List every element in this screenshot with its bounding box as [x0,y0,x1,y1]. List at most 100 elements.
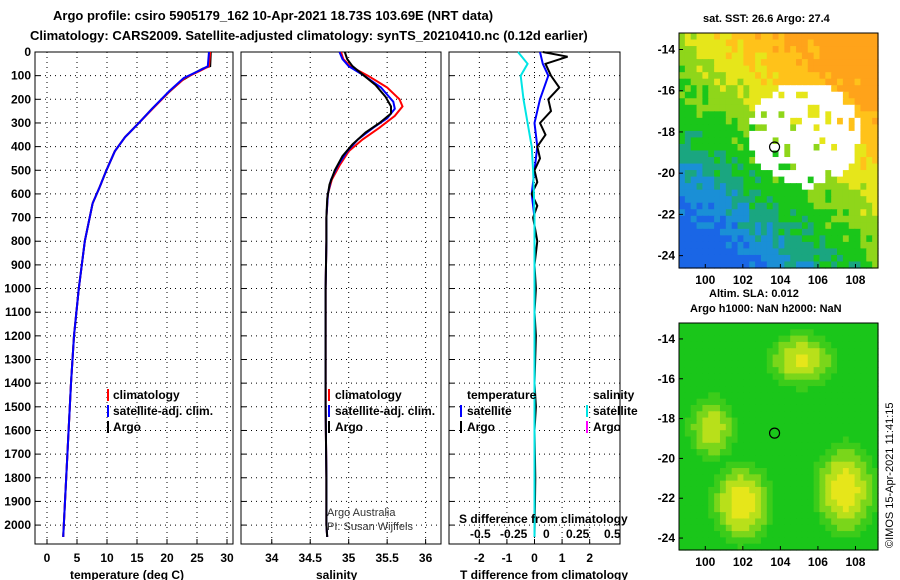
map-cell [819,531,826,538]
map-cell [696,543,704,551]
depth-tick-label: 1900 [4,494,31,508]
x-tick-label: 15 [130,551,144,565]
map-cell [725,486,733,494]
map-cell [813,254,821,263]
map-cell [872,52,879,60]
map-cell [854,442,862,450]
map-cell [866,537,873,545]
map-cell [837,124,844,132]
map-cell [749,170,756,178]
map-cell [760,524,768,532]
map-cell [684,163,692,171]
map-cell [796,398,803,406]
map-cell [714,235,721,243]
map-cell [778,404,785,412]
map-cell [749,398,756,406]
map-cell [866,348,873,356]
map-cell [714,91,721,99]
map-cell [772,222,780,230]
map-cell [796,474,803,482]
map-cell [819,505,826,513]
map-cell [872,85,879,93]
map-cell [743,329,750,337]
map-cell [819,98,826,106]
map-cell [790,323,797,330]
map-cell [755,323,762,330]
map-cell [813,543,821,551]
map-cell [743,423,750,431]
map-cell [825,46,832,54]
legend-label-argo: Argo [113,420,141,434]
map-cell [801,423,809,431]
map-cell [702,72,709,80]
map-cell [807,143,815,152]
map-cell [684,341,692,349]
map-cell [825,474,832,482]
map-y-tick-label: -18 [658,125,676,139]
map-cell [749,392,756,400]
map-cell [749,33,756,41]
map-cell [842,117,850,125]
map-cell [702,329,709,337]
map-cell [813,512,821,520]
map-cell [831,404,838,412]
panel-frame [240,51,442,545]
map-cell [679,499,686,507]
map-cell [725,143,733,152]
map-cell [872,111,879,119]
map-cell [714,455,721,463]
map-cell [784,386,791,393]
map-cell [690,157,698,165]
map-cell [854,65,862,73]
map-cell [708,137,715,145]
panel-frame [34,51,234,545]
map-cell [848,78,856,86]
map-cell [842,468,850,475]
map-cell [866,235,873,243]
map-cell [743,254,750,263]
map-cell [755,524,762,532]
map-cell [737,157,744,165]
map-cell [837,85,844,93]
map-cell [702,386,709,393]
map-cell [702,215,709,223]
map-cell [842,228,850,236]
series-line-s-diff-satellite [517,51,536,537]
map-cell [755,449,762,457]
map-cell [690,480,698,488]
map-cell [831,512,838,520]
map-cell [801,486,809,494]
map-cell [872,461,879,469]
map-cell [708,404,715,412]
map-cell [854,480,862,488]
map-cell [801,442,809,450]
map-cell [749,124,756,132]
map-cell [801,323,809,330]
map-cell [848,196,856,204]
map-cell [684,455,692,463]
map-cell [872,130,879,139]
map-cell [848,449,856,457]
map-cell [860,235,867,243]
map-cell [766,85,774,93]
legend-label-argo: Argo [335,420,363,434]
map-cell [848,202,856,210]
map-cell [813,461,821,469]
map-cell [760,386,768,393]
map-cell [708,329,715,337]
map-cell [784,411,791,419]
map-cell [831,398,838,406]
map-cell [790,117,797,125]
map-cell [778,150,785,158]
map-cell [760,354,768,362]
map-cell [837,91,844,99]
map-cell [842,130,850,139]
map-frame [678,32,879,269]
map-cell [837,480,844,488]
map-cell [842,524,850,532]
map-cell [725,543,733,551]
map-cell [702,104,709,112]
map-cell [725,392,733,400]
map-cell [760,486,768,494]
map-cell [831,461,838,469]
